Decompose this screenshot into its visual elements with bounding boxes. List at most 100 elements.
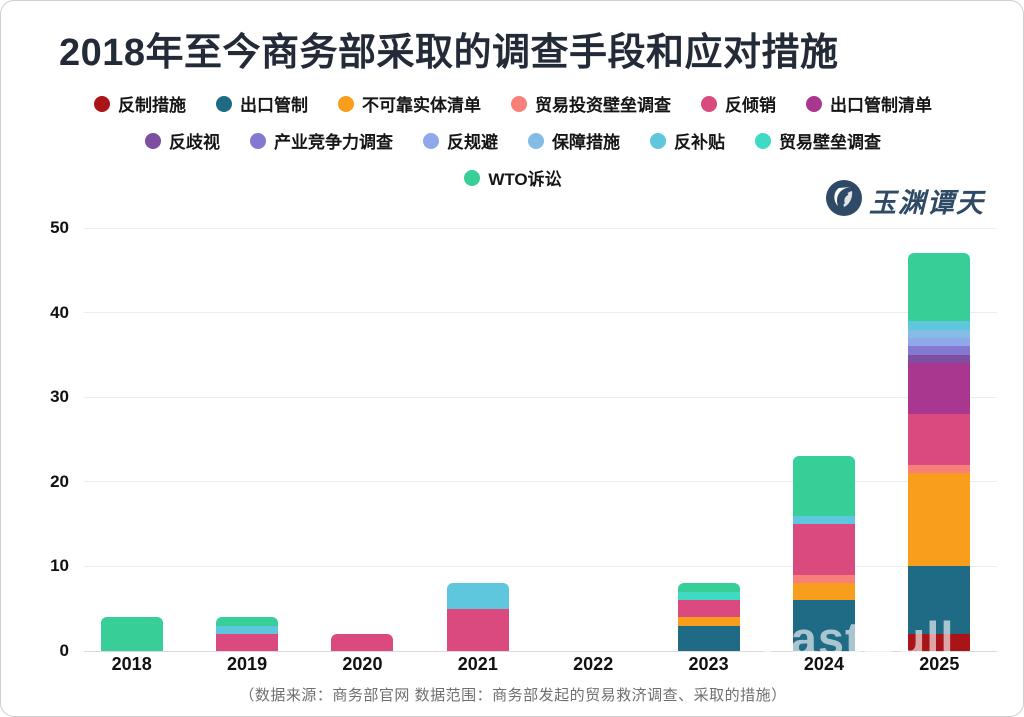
legend-item-5: 反倾销	[701, 91, 776, 116]
legend-color-dot	[464, 169, 481, 186]
gridline-10	[84, 565, 997, 567]
legend-item-3: 不可靠实体清单	[338, 91, 481, 116]
legend-row-1: 反制措施 出口管制 不可靠实体清单 贸易投资壁垒调查 反倾销 出口管制清单	[94, 91, 932, 116]
segment-2024-不可靠实体清单	[792, 583, 855, 601]
legend-color-dot	[145, 132, 161, 149]
segment-2025-WTO诉讼	[908, 253, 971, 322]
chart-title: 2018年至今商务部采取的调查手段和应对措施	[59, 32, 839, 74]
segment-2025-反歧视	[908, 354, 971, 364]
gridline-0	[84, 650, 997, 652]
segment-2025-不可靠实体清单	[908, 473, 971, 567]
segment-2024-反倾销	[792, 524, 855, 575]
legend-label: 出口管制	[240, 96, 308, 115]
x-axis-label-2018: 2018	[111, 654, 152, 674]
segment-2019-WTO诉讼	[216, 617, 279, 626]
segment-2025-保障措施	[908, 329, 971, 338]
segment-2025-反倾销	[908, 414, 971, 465]
segment-2019-反倾销	[216, 634, 279, 651]
legend-item-13: WTO诉讼	[464, 165, 562, 190]
bar-2025	[908, 228, 971, 651]
legend-item-7: 反歧视	[145, 128, 220, 153]
bar-2022	[562, 228, 624, 651]
publisher-logo-text: 玉渊谭天	[869, 188, 985, 219]
segment-2023-出口管制	[677, 625, 740, 651]
segment-2023-WTO诉讼	[677, 583, 740, 592]
legend-color-dot	[650, 132, 666, 149]
legend-label: 反倾销	[725, 96, 776, 115]
segment-2025-出口管制	[908, 566, 971, 635]
x-axis: 2018 2019 2020 2021 2022 2023 2024 2025	[74, 654, 997, 680]
gridline-40	[84, 312, 997, 314]
x-axis-label-2021: 2021	[457, 654, 498, 674]
segment-2023-不可靠实体清单	[677, 617, 740, 626]
segment-2024-贸易投资壁垒调查	[792, 574, 855, 584]
segment-2025-出口管制清单	[908, 363, 971, 415]
stacked-bar-plot-area	[74, 227, 997, 652]
legend-color-dot	[94, 95, 110, 112]
segment-2024-WTO诉讼	[792, 456, 855, 516]
bar-2023	[677, 228, 740, 651]
bar-2024	[792, 228, 855, 651]
publisher-logo: 玉渊谭天	[825, 179, 985, 222]
legend-item-8: 产业竞争力调查	[250, 128, 393, 153]
legend-item-12: 贸易壁垒调查	[755, 128, 881, 153]
legend-color-dot	[511, 95, 527, 112]
legend-row-2: 反歧视 产业竞争力调查 反规避 保障措施 反补贴 贸易壁垒调查	[145, 128, 881, 153]
legend-label: 贸易壁垒调查	[779, 133, 881, 152]
legend-label: 出口管制清单	[830, 96, 932, 115]
legend-label: WTO诉讼	[488, 170, 562, 189]
legend-label: 贸易投资壁垒调查	[535, 96, 671, 115]
y-axis-label-30: 30	[50, 387, 69, 407]
legend-item-6: 出口管制清单	[806, 91, 932, 116]
segment-2023-反倾销	[677, 600, 740, 618]
segment-2018-WTO诉讼	[100, 617, 163, 651]
x-axis-label-2020: 2020	[342, 654, 383, 674]
segment-2021-反补贴	[446, 583, 509, 609]
legend-color-dot	[338, 95, 354, 112]
segment-2025-反制措施	[908, 634, 971, 651]
legend-color-dot	[755, 132, 771, 149]
legend-item-10: 保障措施	[528, 128, 620, 153]
yuyuantantian-logo-icon	[825, 179, 863, 222]
legend-item-2: 出口管制	[216, 91, 308, 116]
legend-item-11: 反补贴	[650, 128, 725, 153]
legend-color-dot	[806, 95, 822, 112]
gridline-30	[84, 396, 997, 398]
y-axis: 0 10 20 30 40 50	[19, 218, 69, 660]
y-axis-label-20: 20	[50, 471, 69, 491]
segment-2025-贸易投资壁垒调查	[908, 464, 971, 474]
segment-2025-反补贴	[908, 321, 971, 330]
segment-2024-反补贴	[792, 515, 855, 525]
legend-label: 反规避	[447, 133, 498, 152]
gridline-50	[84, 227, 997, 229]
x-axis-label-2022: 2022	[573, 654, 614, 674]
chart-legend: 反制措施 出口管制 不可靠实体清单 贸易投资壁垒调查 反倾销 出口管制清单反歧视 产业竞争力…	[1, 91, 1024, 190]
x-axis-label-2025: 2025	[919, 654, 960, 674]
legend-item-1: 反制措施	[94, 91, 186, 116]
legend-color-dot	[701, 95, 717, 112]
segment-2025-产业竞争力调查	[908, 346, 971, 355]
bar-2021	[446, 228, 509, 651]
y-axis-label-50: 50	[50, 218, 69, 237]
legend-color-dot	[423, 132, 439, 149]
x-axis-label-2023: 2023	[688, 654, 729, 674]
legend-color-dot	[528, 132, 544, 149]
legend-label: 不可靠实体清单	[362, 96, 481, 115]
legend-row-3: WTO诉讼	[464, 165, 562, 190]
segment-2021-反倾销	[446, 608, 509, 651]
bar-2019	[216, 228, 279, 651]
segment-2023-贸易壁垒调查	[677, 591, 740, 601]
data-source-note: （数据来源：商务部官网 数据范围：商务部发起的贸易救济调查、采取的措施）	[239, 687, 787, 704]
legend-item-4: 贸易投资壁垒调查	[511, 91, 671, 116]
segment-2019-反补贴	[216, 625, 279, 635]
y-axis-label-10: 10	[50, 556, 69, 576]
y-axis-label-0: 0	[59, 641, 69, 660]
legend-label: 保障措施	[552, 133, 620, 152]
legend-label: 产业竞争力调查	[274, 133, 393, 152]
x-axis-label-2019: 2019	[227, 654, 268, 674]
legend-label: 反歧视	[169, 133, 220, 152]
bar-2020	[331, 228, 394, 651]
legend-item-9: 反规避	[423, 128, 498, 153]
bar-2018	[100, 228, 163, 651]
